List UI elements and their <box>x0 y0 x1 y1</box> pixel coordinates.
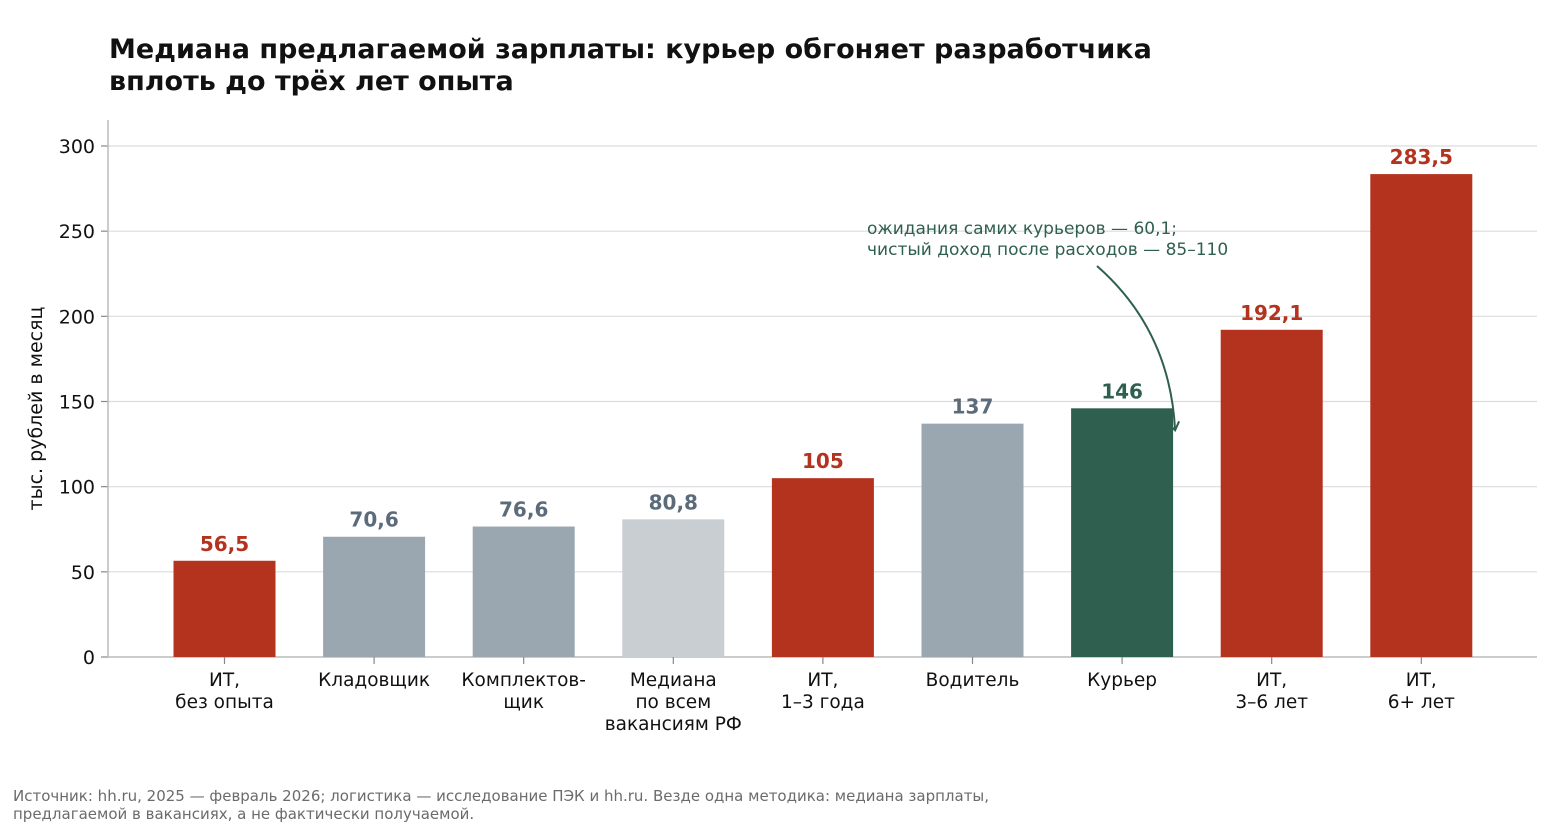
bar-chart: 0 50 100 150 200 250 300 тыс. рублей в месяц 56,… <box>25 120 1537 735</box>
bar <box>921 423 1024 657</box>
category-label: Водитель <box>926 670 1020 691</box>
bar <box>323 536 426 657</box>
y-tick-label: 300 <box>59 136 95 158</box>
bar-value-label: 76,6 <box>499 498 548 522</box>
bar-value-label: 192,1 <box>1240 301 1303 325</box>
bar <box>1071 408 1174 657</box>
chart-title: Медиана предлагаемой зарплаты: курьер об… <box>109 34 1409 98</box>
category-label-line: Кладовщик <box>318 670 430 691</box>
category-label-line: ИТ, <box>1256 670 1287 691</box>
category-label-line: Комплектов- <box>461 670 586 691</box>
y-tick-label: 100 <box>59 477 95 499</box>
category-label: Кладовщик <box>318 670 430 691</box>
y-axis-title: тыс. рублей в месяц <box>25 306 47 510</box>
bar-value-label: 146 <box>1101 379 1143 403</box>
bar <box>173 560 276 657</box>
bar-value-label: 105 <box>802 449 844 473</box>
category-label-line: ИТ, <box>807 670 838 691</box>
y-tick-label: 50 <box>71 562 95 584</box>
chart-title-line-2: вплоть до трёх лет опыта <box>109 66 514 97</box>
annotation-arrowhead <box>1171 420 1181 433</box>
source-note-line-1: Источник: hh.ru, 2025 — февраль 2026; ло… <box>13 787 990 805</box>
bar-value-label: 137 <box>952 395 994 419</box>
category-label-line: Курьер <box>1087 670 1157 691</box>
source-note-line-2: предлагаемой в вакансиях, а не фактическ… <box>13 805 475 823</box>
bar-value-label: 80,8 <box>649 490 698 514</box>
bar <box>622 519 725 657</box>
category-label: ИТ, без опыта <box>175 670 274 713</box>
category-label: Комплектов-щик <box>461 670 586 713</box>
bar-value-label: 283,5 <box>1390 145 1453 169</box>
bar <box>472 526 575 657</box>
category-label-line: ИТ, <box>209 670 240 691</box>
category-label-line: 1–3 года <box>781 692 865 713</box>
category-label-line: Водитель <box>926 670 1020 691</box>
bar <box>1220 329 1323 657</box>
bar <box>771 478 874 657</box>
bar <box>1370 174 1473 658</box>
category-label: ИТ, 6+ лет <box>1388 670 1455 713</box>
category-label-line: щик <box>503 692 544 713</box>
source-note: Источник: hh.ru, 2025 — февраль 2026; ло… <box>13 787 1513 823</box>
category-label-line: по всем <box>635 692 711 713</box>
annotation-line: чистый доход после расходов — 85–110 <box>867 240 1228 260</box>
y-tick-label: 250 <box>59 221 95 243</box>
bar-value-label: 56,5 <box>200 532 249 556</box>
y-tick-label: 200 <box>59 306 95 328</box>
y-tick-label: 0 <box>83 647 95 669</box>
category-label-line: вакансиям РФ <box>605 714 742 735</box>
category-label: Курьер <box>1087 670 1157 691</box>
category-label-line: Медиана <box>630 670 717 691</box>
y-tick-label: 150 <box>59 392 95 414</box>
bar-value-label: 70,6 <box>349 508 398 532</box>
category-label-line: 3–6 лет <box>1235 692 1308 713</box>
category-label-line: без опыта <box>175 692 274 713</box>
annotation-line: ожидания самих курьеров — 60,1; <box>867 219 1177 239</box>
chart-title-line-1: Медиана предлагаемой зарплаты: курьер об… <box>109 34 1152 65</box>
annotation-text: ожидания самих курьеров — 60,1; чистый до… <box>867 219 1228 260</box>
category-label-line: ИТ, <box>1406 670 1437 691</box>
annotation-arrow <box>1096 265 1177 431</box>
category-label: ИТ, 1–3 года <box>781 670 865 713</box>
category-label: Медиана по всем вакансиям РФ <box>605 670 742 735</box>
category-label: ИТ, 3–6 лет <box>1235 670 1308 713</box>
category-label-line: 6+ лет <box>1388 692 1455 713</box>
